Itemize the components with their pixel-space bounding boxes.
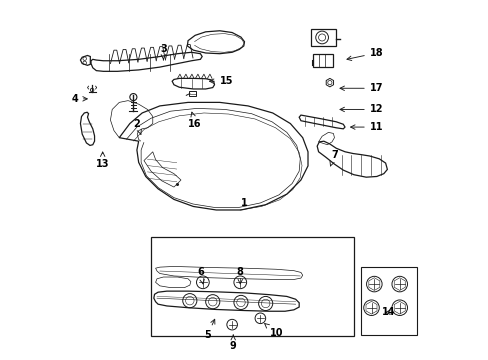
Text: 2: 2: [133, 118, 141, 134]
Bar: [310, 29, 335, 46]
Text: 8: 8: [236, 267, 243, 284]
Text: 11: 11: [350, 122, 383, 132]
Bar: [313, 54, 332, 67]
Text: 1: 1: [241, 198, 247, 208]
Text: 10: 10: [264, 324, 283, 338]
Text: 18: 18: [346, 48, 383, 60]
Text: 12: 12: [339, 104, 383, 114]
Text: 3: 3: [160, 45, 166, 60]
Bar: [151, 237, 353, 336]
Text: 5: 5: [203, 319, 214, 340]
Text: 9: 9: [229, 335, 236, 351]
Text: 17: 17: [339, 83, 383, 93]
Text: 4: 4: [71, 94, 87, 104]
Text: 13: 13: [96, 152, 109, 169]
Bar: [360, 267, 416, 334]
Text: 6: 6: [197, 267, 204, 284]
Text: 16: 16: [188, 112, 202, 129]
Text: 15: 15: [209, 76, 233, 86]
Bar: [189, 91, 195, 96]
Text: 14: 14: [381, 307, 394, 317]
Text: 7: 7: [329, 150, 337, 166]
